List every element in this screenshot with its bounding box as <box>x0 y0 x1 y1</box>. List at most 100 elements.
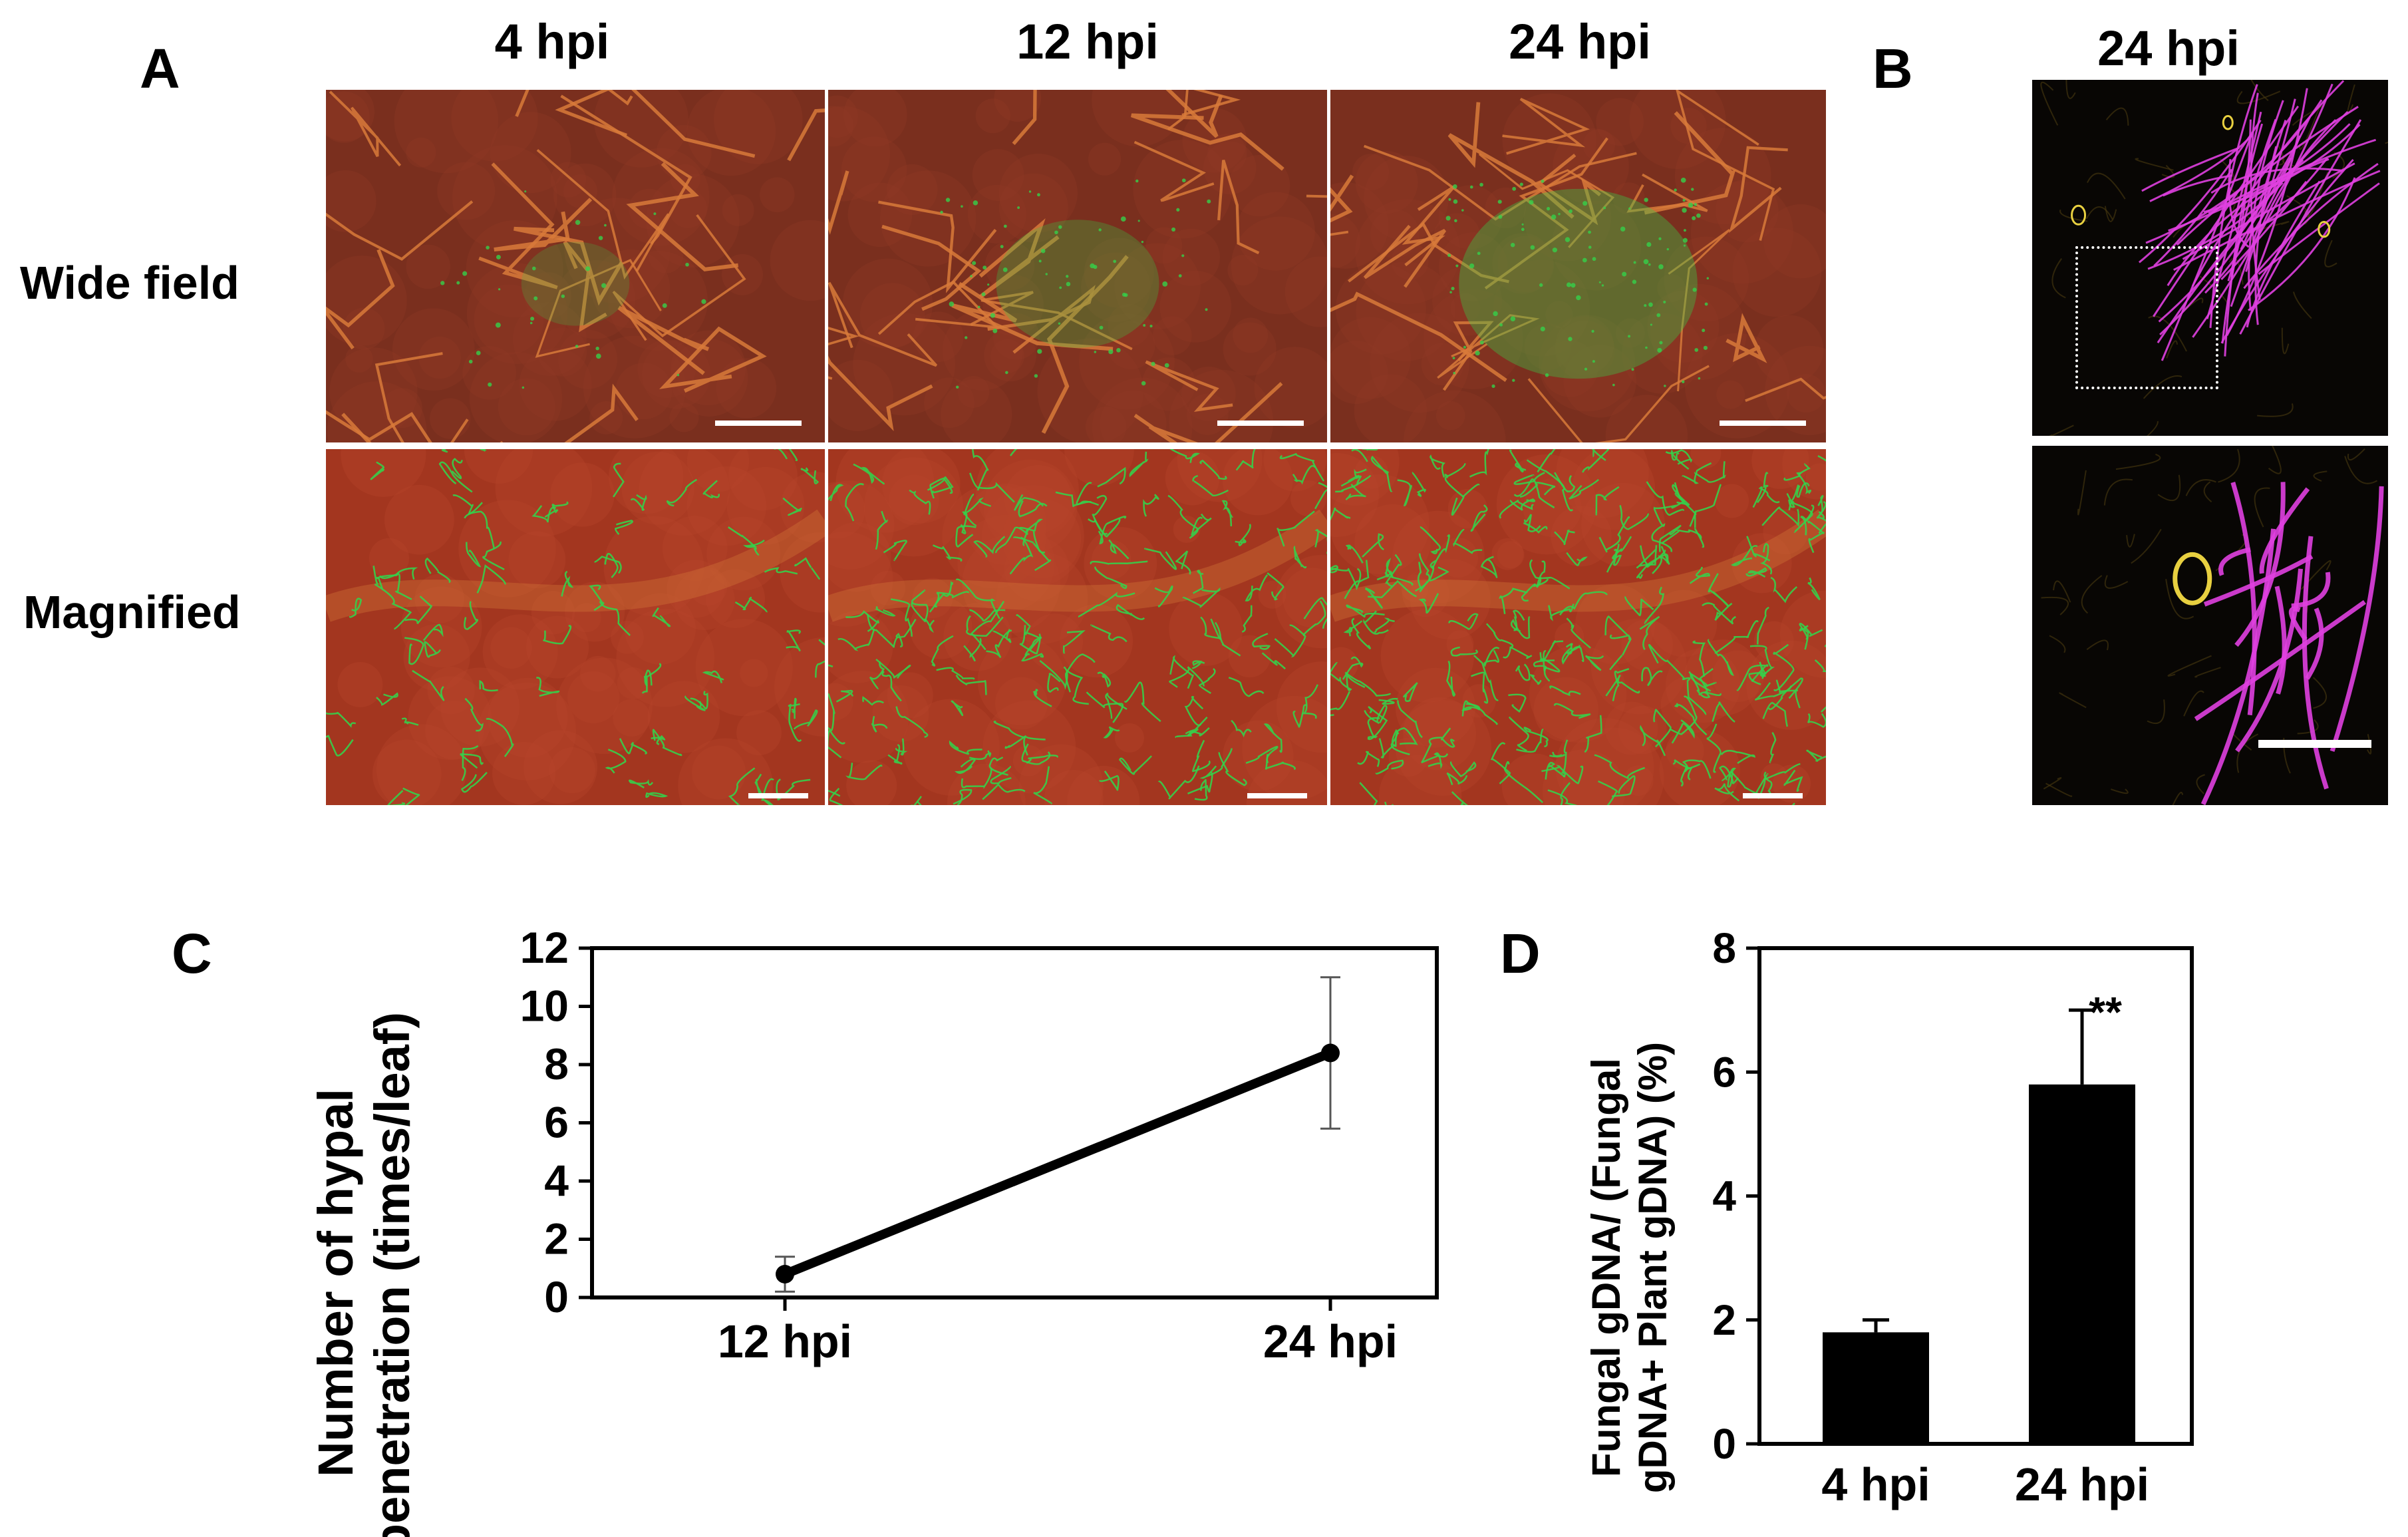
hypha <box>1714 783 1740 802</box>
x-tick-label: 24 hpi <box>2015 1458 2149 1510</box>
hypha <box>2204 135 2301 294</box>
hypha <box>1756 472 1769 504</box>
panel-label-d: D <box>1500 922 1541 985</box>
hypha <box>1169 449 1200 463</box>
hypha <box>845 763 883 780</box>
hypha <box>628 779 654 788</box>
hypha <box>604 553 619 578</box>
plot-frame <box>590 946 1439 1299</box>
hypha <box>1267 572 1284 601</box>
hypha <box>929 477 953 499</box>
micrograph-wide-field-4hpi <box>326 90 825 442</box>
hypha <box>643 669 653 687</box>
hypha <box>1175 727 1210 739</box>
hypha <box>1682 462 1712 484</box>
hypha <box>1646 481 1684 516</box>
hypha <box>1451 483 1480 516</box>
hypha <box>1351 617 1372 650</box>
hypha <box>1582 449 1609 473</box>
hypha <box>1646 549 1669 568</box>
hypha <box>1736 664 1769 691</box>
hypha <box>326 712 357 728</box>
hypha <box>1292 464 1316 485</box>
leaf-vein <box>326 249 395 350</box>
hypha <box>1605 675 1640 697</box>
hypha <box>1624 596 1654 617</box>
hypha <box>422 623 444 641</box>
hypha <box>1469 449 1489 478</box>
hypha <box>1523 727 1549 748</box>
hypha <box>1548 603 1575 621</box>
hypha <box>1076 482 1100 506</box>
hypha <box>1194 778 1208 801</box>
hypha <box>1375 759 1404 774</box>
hypha <box>1598 780 1618 805</box>
hypha <box>1566 617 1591 649</box>
hypha <box>869 661 885 689</box>
hypha <box>1032 689 1052 707</box>
data-point <box>1321 1043 1340 1063</box>
hypha <box>1508 693 1527 713</box>
y-tick-label: 2 <box>544 1214 569 1264</box>
hypha <box>1370 455 1393 492</box>
hypha <box>994 526 1029 554</box>
tissue-background <box>1330 90 1826 442</box>
hypha <box>461 745 479 781</box>
hypha <box>1397 479 1412 506</box>
hypha <box>1510 616 1531 639</box>
hypha <box>1221 500 1234 527</box>
hypha <box>1566 552 1588 566</box>
hypha <box>743 539 765 548</box>
hypha <box>1708 573 1730 607</box>
hypha <box>871 716 888 733</box>
hypha <box>1009 536 1034 575</box>
hypha <box>1549 751 1566 758</box>
hypha <box>690 691 708 710</box>
hypha <box>1343 620 1363 637</box>
hypha <box>412 669 445 701</box>
hypha <box>1428 752 1449 770</box>
hypha <box>853 463 885 485</box>
hypha <box>1604 615 1630 639</box>
scale-bar <box>2258 740 2371 748</box>
hypha <box>993 721 1028 756</box>
hypha <box>1612 668 1630 701</box>
hypha <box>1481 556 1498 578</box>
hypha <box>1745 567 1767 578</box>
hypha <box>1682 677 1707 715</box>
hypha <box>387 790 406 805</box>
hypha <box>1342 656 1364 680</box>
hypha <box>1340 474 1360 487</box>
leaf-vein <box>828 327 859 380</box>
hypha <box>2245 119 2337 272</box>
hypha <box>1357 751 1380 767</box>
hypha <box>1033 766 1052 804</box>
hypha <box>1513 609 1525 631</box>
hypha <box>615 520 633 535</box>
hypha <box>1420 526 1441 554</box>
panel-label-c: C <box>172 922 212 985</box>
hypha <box>1231 719 1252 738</box>
hypha <box>1554 703 1591 719</box>
hypha <box>1746 536 1771 562</box>
hypha <box>1757 763 1801 800</box>
hypha <box>479 679 498 692</box>
hypha <box>862 696 884 706</box>
hypha <box>1187 772 1213 794</box>
hypha <box>376 692 398 706</box>
hypha <box>452 494 483 515</box>
x-tick-label: 24 hpi <box>1263 1315 1398 1367</box>
hypha <box>1539 640 1564 662</box>
micrograph-magnified-12hpi <box>828 449 1327 805</box>
hypha <box>890 598 913 637</box>
hypha <box>2194 599 2366 721</box>
hypha <box>962 497 992 526</box>
hypha <box>1641 667 1663 687</box>
hypha <box>2243 162 2379 289</box>
hypha <box>1097 466 1126 488</box>
hypha <box>1103 726 1120 739</box>
hypha <box>1175 550 1191 575</box>
panel-b-title: 24 hpi <box>2097 21 2240 76</box>
hypha <box>1119 755 1152 775</box>
